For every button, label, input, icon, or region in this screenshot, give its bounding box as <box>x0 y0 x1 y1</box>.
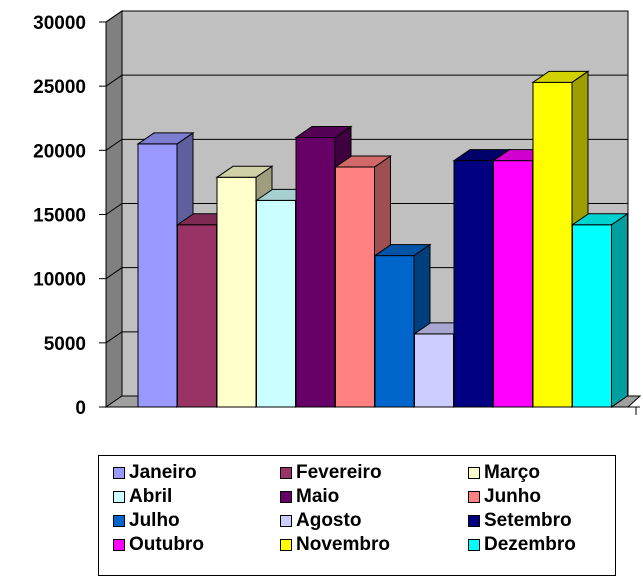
y-tick-label: 5000 <box>44 334 86 355</box>
bar-front <box>256 199 296 408</box>
gridline <box>105 138 628 151</box>
bar-top <box>136 132 195 145</box>
bar-front <box>137 143 178 408</box>
legend-label: Julho <box>129 510 180 531</box>
legend-item-agosto: Agosto <box>280 509 361 533</box>
legend-swatch <box>468 539 480 551</box>
legend-label: Outubro <box>129 534 204 555</box>
bar-front <box>177 224 217 408</box>
bar-top <box>215 165 274 178</box>
legend-swatch <box>280 515 292 527</box>
legend: Janeiro Fevereiro Março Abril Maio Junho Julho… <box>98 455 616 576</box>
legend-label: Março <box>484 462 540 483</box>
legend-item-novembro: Novembro <box>280 533 390 557</box>
bar-front <box>414 333 454 408</box>
bars <box>136 70 630 408</box>
legend-item-janeiro: Janeiro <box>113 461 197 485</box>
legend-swatch <box>468 515 480 527</box>
legend-swatch <box>468 467 480 479</box>
bar-side <box>611 212 628 408</box>
legend-label: Dezembro <box>484 534 576 555</box>
bar-front <box>572 224 612 408</box>
bar-front <box>493 160 533 408</box>
legend-item-abril: Abril <box>113 485 172 509</box>
bar-front <box>216 176 257 408</box>
legend-swatch <box>113 515 125 527</box>
y-tick-label: 10000 <box>33 270 86 291</box>
y-tick-label: 25000 <box>33 77 86 98</box>
legend-label: Junho <box>484 486 541 507</box>
gridline <box>105 10 628 23</box>
legend-swatch <box>113 467 125 479</box>
legend-label: Fevereiro <box>296 462 382 483</box>
legend-item-outubro: Outubro <box>113 533 204 557</box>
legend-label: Janeiro <box>129 462 197 483</box>
legend-swatch <box>468 491 480 503</box>
y-axis-ticks: 0 5000 10000 15000 20000 25000 30000 <box>33 13 106 419</box>
legend-swatch <box>280 539 292 551</box>
bar-top <box>333 155 393 168</box>
bar-front <box>532 81 573 408</box>
legend-item-julho: Julho <box>113 509 180 533</box>
bar-top <box>570 213 630 226</box>
legend-item-fevereiro: Fevereiro <box>280 461 382 485</box>
legend-swatch <box>113 539 125 551</box>
bar-front <box>295 137 336 408</box>
legend-swatch <box>113 491 125 503</box>
legend-swatch <box>280 491 292 503</box>
y-tick-label: 0 <box>75 398 86 419</box>
legend-label: Abril <box>129 486 173 507</box>
legend-label: Maio <box>296 486 340 507</box>
legend-item-março: Março <box>468 461 540 485</box>
y-tick-label: 30000 <box>33 13 86 34</box>
y-tick-label: 15000 <box>33 206 86 227</box>
bar-top <box>531 70 590 83</box>
bar-front <box>335 166 375 408</box>
legend-item-junho: Junho <box>468 485 541 509</box>
legend-item-setembro: Setembro <box>468 509 572 533</box>
legend-swatch <box>280 467 292 479</box>
bar-dezembro <box>570 212 630 408</box>
y-tick-label: 20000 <box>33 141 86 162</box>
legend-label: Novembro <box>296 534 390 555</box>
legend-label: Agosto <box>296 510 362 531</box>
legend-item-maio: Maio <box>280 485 339 509</box>
legend-item-dezembro: Dezembro <box>468 533 576 557</box>
bar-front <box>374 255 415 408</box>
gridline <box>105 74 628 87</box>
column-chart: 0 5000 10000 15000 20000 25000 30000 <box>33 10 642 419</box>
bar-front <box>453 160 494 408</box>
bar-top <box>294 126 353 138</box>
legend-label: Setembro <box>484 510 572 531</box>
bar-top <box>373 244 432 257</box>
